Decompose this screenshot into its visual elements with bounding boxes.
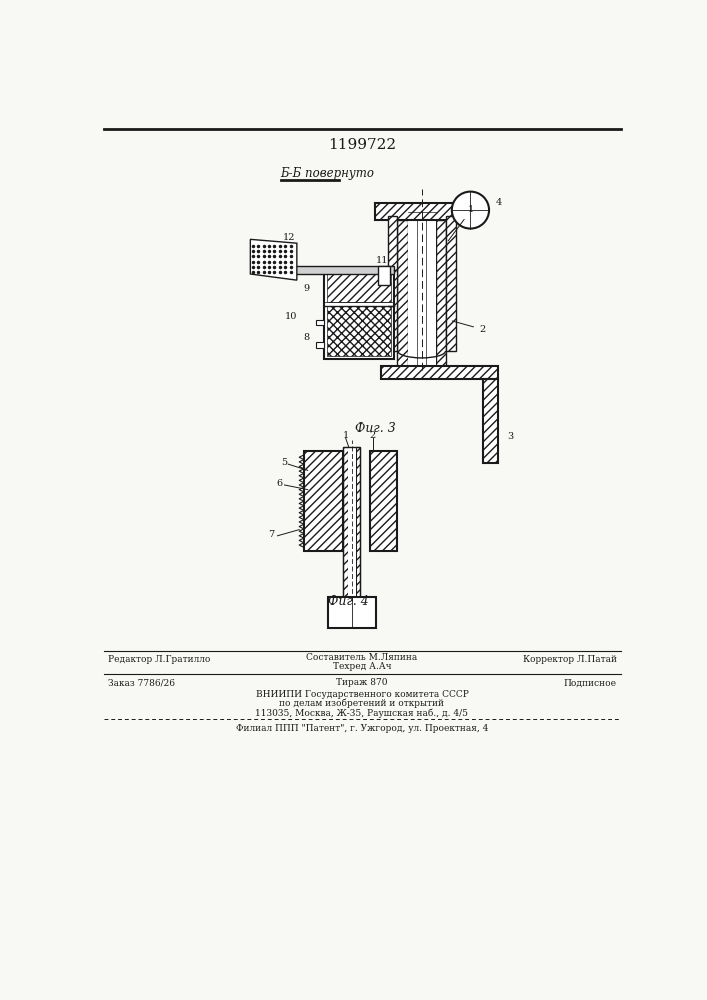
Text: 5: 5 bbox=[281, 458, 288, 467]
Circle shape bbox=[452, 192, 489, 229]
Text: ВНИИПИ Государственного комитета СССР: ВНИИПИ Государственного комитета СССР bbox=[255, 690, 469, 699]
Bar bbox=[397, 220, 408, 366]
Text: 8: 8 bbox=[304, 333, 310, 342]
Text: Заказ 7786/26: Заказ 7786/26 bbox=[107, 678, 175, 687]
Text: Фиг. 4: Фиг. 4 bbox=[327, 595, 368, 608]
Bar bbox=[344, 447, 348, 597]
Text: 2: 2 bbox=[370, 431, 376, 440]
Text: Фиг. 3: Фиг. 3 bbox=[355, 422, 395, 434]
Text: 113035, Москва, Ж-35, Раушская наб., д. 4/5: 113035, Москва, Ж-35, Раушская наб., д. … bbox=[255, 708, 469, 718]
Text: 12: 12 bbox=[283, 233, 296, 242]
Text: Редактор Л.Гратилло: Редактор Л.Гратилло bbox=[107, 655, 210, 664]
Text: Филиал ППП "Патент", г. Ужгород, ул. Проектная, 4: Филиал ППП "Патент", г. Ужгород, ул. Про… bbox=[235, 724, 488, 733]
Text: 7: 7 bbox=[268, 530, 274, 539]
Bar bbox=[436, 220, 446, 366]
Text: Корректор Л.Патай: Корректор Л.Патай bbox=[523, 655, 617, 664]
Bar bbox=[328, 597, 376, 628]
Bar bbox=[387, 216, 397, 351]
Text: 4: 4 bbox=[495, 198, 501, 207]
Text: Техред А.Ач: Техред А.Ач bbox=[332, 662, 391, 671]
Text: 9: 9 bbox=[304, 284, 310, 293]
Text: 1: 1 bbox=[448, 205, 474, 241]
Polygon shape bbox=[250, 239, 297, 280]
Text: 10: 10 bbox=[285, 312, 298, 321]
Text: Составитель М.Ляпина: Составитель М.Ляпина bbox=[306, 653, 418, 662]
Text: Б-Б повернуто: Б-Б повернуто bbox=[281, 167, 375, 180]
Text: Подписное: Подписное bbox=[564, 678, 617, 687]
Text: 2: 2 bbox=[452, 321, 485, 334]
Bar bbox=[327, 273, 391, 302]
Bar bbox=[375, 203, 468, 220]
Bar bbox=[304, 451, 343, 551]
Text: 1199722: 1199722 bbox=[328, 138, 396, 152]
Bar bbox=[348, 447, 356, 597]
Text: Тираж 870: Тираж 870 bbox=[337, 678, 387, 687]
Bar bbox=[324, 270, 394, 359]
Text: 3: 3 bbox=[508, 432, 514, 441]
Bar bbox=[408, 220, 436, 366]
Text: 11: 11 bbox=[376, 256, 388, 265]
Bar bbox=[378, 266, 390, 285]
Bar bbox=[316, 342, 324, 348]
Bar bbox=[344, 447, 361, 597]
Bar bbox=[381, 366, 498, 379]
Bar bbox=[446, 216, 456, 351]
Text: 6: 6 bbox=[276, 479, 282, 488]
Bar bbox=[370, 451, 397, 551]
Bar bbox=[293, 266, 394, 274]
Bar bbox=[327, 306, 391, 356]
Bar bbox=[483, 379, 498, 463]
Bar bbox=[356, 447, 361, 597]
Text: 1: 1 bbox=[343, 431, 349, 440]
Text: по делам изобретений и открытий: по делам изобретений и открытий bbox=[279, 699, 445, 708]
Bar bbox=[316, 320, 324, 325]
